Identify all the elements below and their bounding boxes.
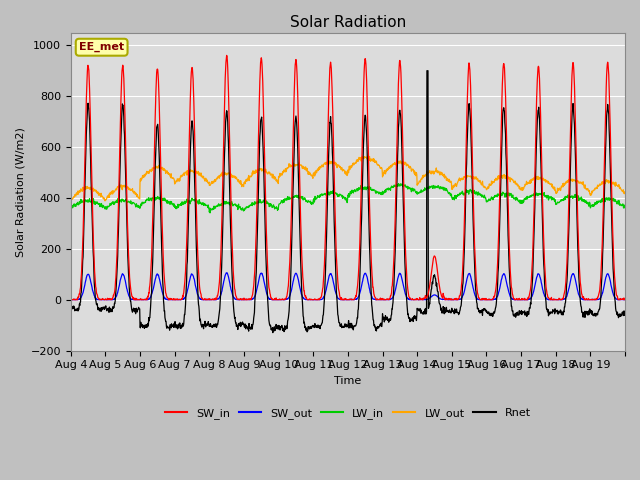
Rnet xyxy=(333,304,341,310)
SW_out xyxy=(479,297,486,302)
Rnet xyxy=(614,312,622,318)
LW_in xyxy=(614,199,622,205)
SW_out xyxy=(560,297,568,302)
Text: EE_met: EE_met xyxy=(79,42,124,52)
LW_out xyxy=(614,183,622,189)
LW_out xyxy=(333,163,341,168)
SW_out xyxy=(68,297,76,302)
LW_in xyxy=(323,190,331,195)
Title: Solar Radiation: Solar Radiation xyxy=(290,15,406,30)
LW_in xyxy=(67,206,75,212)
SW_in xyxy=(621,297,628,302)
LW_in xyxy=(154,196,161,202)
LW_out xyxy=(560,180,568,186)
Rnet xyxy=(560,309,568,315)
LW_out xyxy=(154,164,161,170)
SW_out xyxy=(334,295,342,301)
SW_in xyxy=(614,296,622,302)
Legend: SW_in, SW_out, LW_in, LW_out, Rnet: SW_in, SW_out, LW_in, LW_out, Rnet xyxy=(161,404,535,424)
Line: LW_out: LW_out xyxy=(71,156,625,201)
X-axis label: Time: Time xyxy=(334,376,362,386)
Rnet xyxy=(323,215,331,221)
LW_in xyxy=(560,197,568,203)
Line: LW_in: LW_in xyxy=(71,184,625,213)
SW_in xyxy=(67,296,75,301)
LW_out xyxy=(479,182,486,188)
SW_in xyxy=(479,296,486,301)
Line: SW_in: SW_in xyxy=(71,55,625,300)
Rnet xyxy=(621,312,628,318)
Rnet xyxy=(423,68,431,73)
LW_out xyxy=(621,189,628,195)
SW_in xyxy=(323,157,331,163)
SW_out xyxy=(67,296,75,302)
SW_out xyxy=(323,281,331,287)
LW_in xyxy=(333,192,341,197)
SW_out xyxy=(621,297,628,302)
Rnet xyxy=(154,122,161,128)
LW_in xyxy=(479,193,486,199)
Rnet xyxy=(67,306,75,312)
SW_in xyxy=(560,292,568,298)
LW_out xyxy=(67,196,75,202)
LW_in xyxy=(206,210,214,216)
SW_out xyxy=(614,297,622,302)
LW_in xyxy=(395,181,403,187)
LW_out xyxy=(101,198,109,204)
LW_out xyxy=(323,160,331,166)
SW_in xyxy=(154,67,161,72)
SW_out xyxy=(154,272,161,277)
SW_in xyxy=(334,278,342,284)
SW_in xyxy=(223,52,230,58)
Rnet xyxy=(479,307,486,313)
Y-axis label: Solar Radiation (W/m2): Solar Radiation (W/m2) xyxy=(15,127,25,256)
Rnet xyxy=(269,330,276,336)
SW_in xyxy=(67,297,75,302)
Line: SW_out: SW_out xyxy=(71,273,625,300)
LW_in xyxy=(621,205,628,211)
LW_out xyxy=(364,153,372,159)
Line: Rnet: Rnet xyxy=(71,71,625,333)
SW_out xyxy=(223,270,231,276)
